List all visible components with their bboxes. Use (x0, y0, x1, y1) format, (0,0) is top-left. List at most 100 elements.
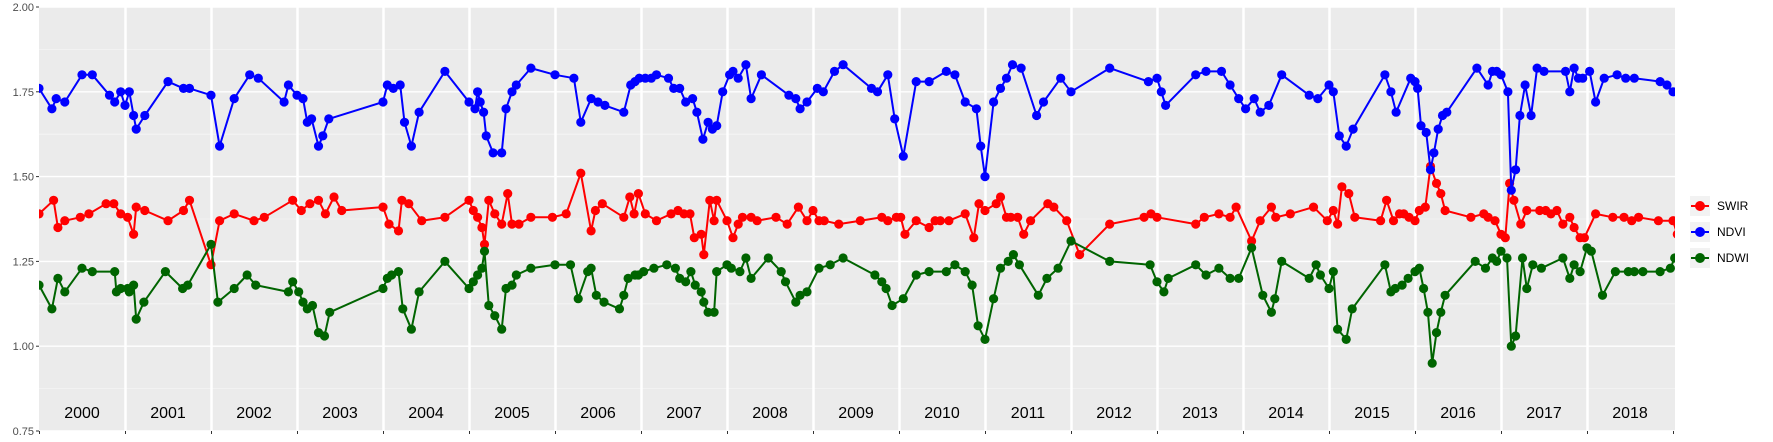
data-point-swir (969, 233, 979, 243)
data-point-swir (1483, 212, 1493, 222)
y-tick-label: 1.00 (13, 341, 34, 353)
data-point-ndwi (319, 331, 330, 341)
data-point-ndwi (1423, 307, 1433, 317)
data-point-ndwi (712, 267, 722, 277)
data-point-swir (1049, 202, 1059, 212)
data-point-ndvi (883, 70, 893, 80)
data-point-ndwi (709, 307, 719, 317)
data-point-ndwi (699, 297, 709, 307)
data-point-ndwi (1470, 256, 1480, 266)
data-point-ndwi (325, 307, 335, 317)
data-point-swir (1552, 205, 1562, 216)
data-point-ndvi (526, 63, 536, 73)
data-point-ndwi (1152, 277, 1162, 287)
data-point-swir (808, 205, 818, 216)
year-label: 2006 (580, 405, 616, 422)
data-point-ndwi (825, 260, 835, 270)
data-point-ndwi (619, 290, 629, 300)
data-point-ndwi (1610, 267, 1620, 277)
data-point-swir (1225, 212, 1235, 222)
data-point-ndwi (473, 270, 483, 280)
data-point-swir (1726, 216, 1735, 225)
data-point-ndwi (242, 270, 252, 280)
data-point-swir (1579, 233, 1589, 243)
data-point-swir (855, 216, 865, 226)
data-point-ndvi (1686, 121, 1695, 130)
data-point-swir (468, 205, 478, 216)
data-point-ndwi (1225, 273, 1235, 283)
data-point-ndvi (989, 97, 999, 107)
data-point-ndvi (1156, 87, 1166, 97)
data-point-swir (75, 212, 85, 222)
data-point-ndwi (1008, 250, 1019, 260)
data-point-ndvi (215, 141, 225, 151)
data-point-ndwi (1431, 328, 1442, 338)
legend-label: SWIR (1717, 199, 1749, 213)
data-point-swir (313, 195, 324, 205)
data-point-ndwi (1502, 253, 1512, 263)
data-point-ndvi (784, 90, 794, 100)
data-point-ndvi (980, 172, 990, 182)
data-point-ndvi (77, 70, 87, 80)
data-point-swir (1509, 195, 1519, 205)
data-point-ndwi (1440, 290, 1450, 300)
data-point-ndvi (388, 83, 398, 93)
data-point-ndvi (318, 131, 328, 141)
data-point-ndvi (829, 66, 840, 76)
data-point-swir (699, 250, 709, 260)
data-point-swir (337, 205, 347, 216)
data-point-ndvi (131, 124, 141, 134)
data-point-ndwi (989, 294, 999, 304)
data-point-ndvi (324, 114, 334, 124)
data-point-ndwi (283, 287, 293, 297)
data-point-swir (1440, 205, 1450, 216)
data-point-swir (728, 233, 738, 243)
data-point-ndvi (1569, 63, 1579, 73)
year-label: 2011 (1011, 405, 1046, 422)
data-point-ndwi (1565, 273, 1575, 283)
data-point-ndvi (675, 83, 685, 93)
data-point-ndwi (477, 263, 487, 273)
data-point-ndwi (898, 294, 908, 304)
data-point-ndvi (1520, 80, 1530, 90)
data-point-ndwi (1380, 260, 1390, 270)
legend-item-ndwi: NDWI (1690, 248, 1749, 268)
data-point-ndvi (960, 97, 970, 107)
data-point-swir (1619, 212, 1629, 222)
data-point-ndvi (619, 107, 629, 117)
data-point-ndwi (980, 334, 990, 344)
data-point-swir (1565, 212, 1575, 222)
data-point-ndvi (1105, 63, 1115, 73)
data-point-ndvi (703, 117, 713, 127)
data-point-ndvi (1662, 80, 1672, 90)
data-point-swir (1569, 222, 1579, 233)
data-point-swir (689, 233, 699, 243)
data-point-swir (393, 226, 404, 236)
data-point-ndwi (1066, 236, 1076, 246)
data-point-ndvi (698, 134, 708, 144)
data-point-ndwi (795, 290, 805, 300)
data-point-ndwi (398, 304, 408, 314)
data-point-swir (490, 209, 500, 219)
data-point-ndwi (950, 260, 960, 270)
data-point-swir (1653, 216, 1663, 226)
data-point-swir (178, 205, 189, 216)
data-point-ndwi (414, 287, 424, 297)
data-point-ndwi (116, 283, 126, 294)
data-point-ndwi (1688, 281, 1697, 290)
data-point-ndvi (1152, 73, 1162, 83)
data-point-ndwi (1333, 324, 1343, 334)
data-point-ndvi (1578, 73, 1588, 83)
series-layer (39, 60, 1735, 368)
data-point-swir (514, 219, 524, 229)
data-point-ndvi (1201, 66, 1211, 76)
data-point-ndvi (1016, 63, 1026, 73)
data-point-ndvi (995, 83, 1006, 93)
data-point-swir (417, 216, 427, 226)
data-point-ndwi (1419, 283, 1429, 294)
data-point-swir (1019, 229, 1029, 239)
data-point-ndwi (183, 280, 193, 290)
data-point-ndvi (475, 97, 485, 107)
data-point-swir (752, 216, 762, 226)
